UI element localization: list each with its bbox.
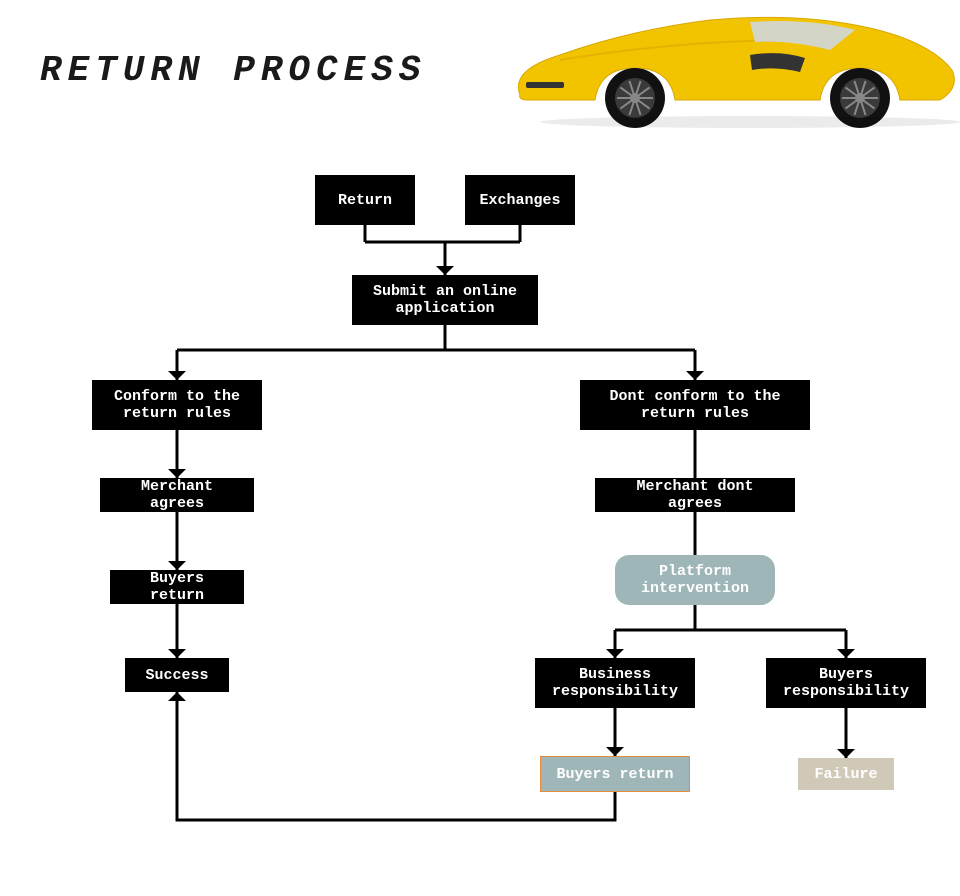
node-conform: Conform to the return rules bbox=[92, 380, 262, 430]
node-buyersR: Buyers return bbox=[540, 756, 690, 792]
node-return: Return bbox=[315, 175, 415, 225]
car-illustration bbox=[500, 0, 960, 130]
node-bizresp: Business responsibility bbox=[535, 658, 695, 708]
node-platform: Platform intervention bbox=[615, 555, 775, 605]
node-buyresp: Buyers responsibility bbox=[766, 658, 926, 708]
node-dontconform: Dont conform to the return rules bbox=[580, 380, 810, 430]
node-submit: Submit an online application bbox=[352, 275, 538, 325]
node-success: Success bbox=[125, 658, 229, 692]
node-buyersL: Buyers return bbox=[110, 570, 244, 604]
node-mdont: Merchant dont agrees bbox=[595, 478, 795, 512]
page-title: RETURN PROCESS bbox=[40, 50, 426, 91]
node-failure: Failure bbox=[798, 758, 894, 790]
node-magree: Merchant agrees bbox=[100, 478, 254, 512]
node-exchanges: Exchanges bbox=[465, 175, 575, 225]
